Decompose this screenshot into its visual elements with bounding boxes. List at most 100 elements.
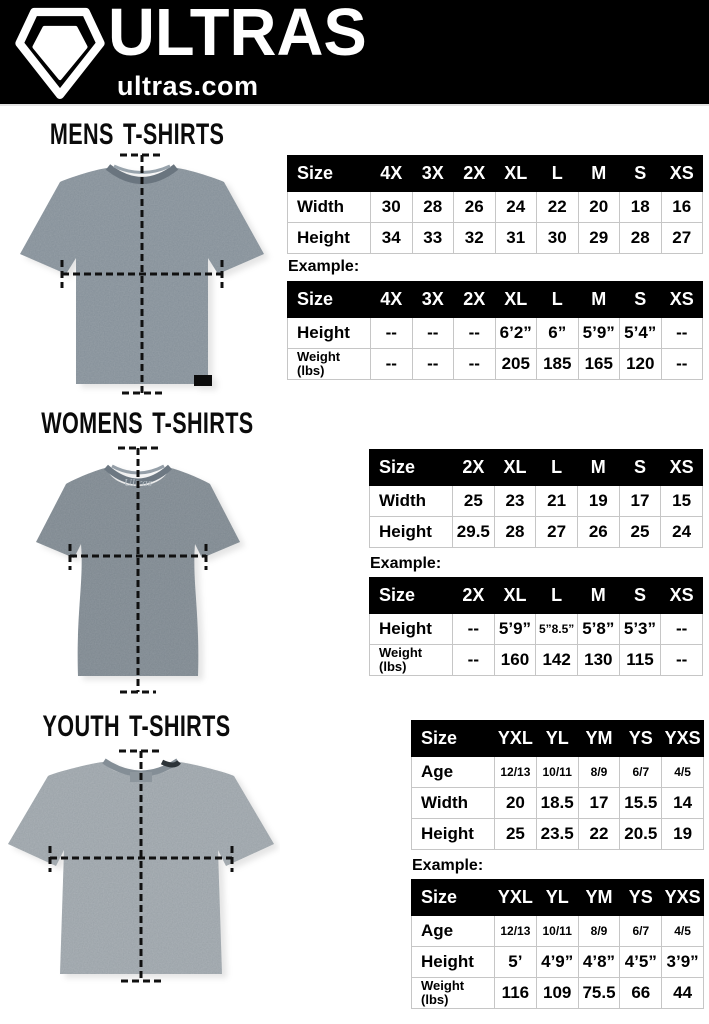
value-cell: -- xyxy=(411,317,454,349)
value-cell: 23 xyxy=(493,485,537,517)
womens-size-table: Size 2X XL L M S XS Width 25 23 21 19 17 15 Height 29.5… xyxy=(369,449,703,548)
table-row: Height 34 33 32 31 30 29 28 27 xyxy=(287,222,703,254)
youth-size-table: Size YXL YL YM YS YXS Age 12/13 10/11 8/9 6/7 4/5 Wi… xyxy=(411,720,704,850)
size-column-header: 2X xyxy=(453,281,496,318)
value-cell: -- xyxy=(660,644,703,676)
value-cell: 185 xyxy=(536,348,579,380)
value-cell: 26 xyxy=(576,516,620,548)
value-cell: 20 xyxy=(494,787,537,819)
page-header: ULTRAS ultras.com xyxy=(0,0,709,106)
table-row: Age 12/13 10/11 8/9 6/7 4/5 xyxy=(411,915,704,947)
value-cell: 8/9 xyxy=(577,915,621,947)
value-cell: 12/13 xyxy=(494,915,537,947)
table-row: Height 25 23.5 22 20.5 19 xyxy=(411,818,704,850)
value-cell: 22 xyxy=(536,191,579,223)
value-cell: 21 xyxy=(535,485,578,517)
size-column-header: YXL xyxy=(494,879,537,916)
value-cell: -- xyxy=(452,613,495,645)
size-column-header: XL xyxy=(493,577,537,614)
row-label: Width xyxy=(369,485,453,517)
value-cell: 5’3” xyxy=(618,613,662,645)
value-cell: -- xyxy=(660,348,703,380)
value-cell: 5’8” xyxy=(576,613,620,645)
value-cell: 75.5 xyxy=(577,977,621,1009)
value-cell: -- xyxy=(411,348,454,380)
value-cell: 31 xyxy=(494,222,537,254)
size-column-header: S xyxy=(618,449,662,486)
youth-example-table: Size YXL YL YM YS YXS Age 12/13 10/11 8/9 6/7 4/5 He… xyxy=(411,879,704,1009)
value-cell: 34 xyxy=(370,222,413,254)
row-label: Height xyxy=(411,946,495,978)
value-cell: 165 xyxy=(577,348,620,380)
value-cell: 8/9 xyxy=(577,756,621,788)
size-column-header: L xyxy=(536,155,579,192)
value-cell: 29 xyxy=(577,222,620,254)
womens-tshirt-image: Ultras xyxy=(36,446,240,694)
size-column-header: XS xyxy=(660,577,703,614)
size-column-header: S xyxy=(619,155,662,192)
value-cell: 116 xyxy=(494,977,537,1009)
value-cell: 26 xyxy=(453,191,496,223)
value-cell: 5’9” xyxy=(493,613,537,645)
size-column-header: L xyxy=(535,449,578,486)
value-cell: 19 xyxy=(576,485,620,517)
table-row: Weight (lbs) -- 160 142 130 115 -- xyxy=(369,644,703,676)
size-label-header: Size xyxy=(369,577,453,614)
value-cell: 142 xyxy=(535,644,578,676)
value-cell: 4/5 xyxy=(661,915,704,947)
value-cell: 5”8.5” xyxy=(535,613,578,645)
size-label-header: Size xyxy=(287,281,371,318)
value-cell: 23.5 xyxy=(535,818,579,850)
value-cell: 5’4” xyxy=(619,317,662,349)
row-label: Weight (lbs) xyxy=(287,348,371,380)
mens-measurement-lines xyxy=(60,153,224,395)
size-column-header: YL xyxy=(535,879,579,916)
size-column-header: S xyxy=(618,577,662,614)
value-cell: 33 xyxy=(411,222,454,254)
value-cell: 19 xyxy=(661,818,704,850)
table-row: Age 12/13 10/11 8/9 6/7 4/5 xyxy=(411,756,704,788)
youth-example-table-container: Size YXL YL YM YS YXS Age 12/13 10/11 8/9 6/7 4/5 He… xyxy=(411,879,704,1009)
value-cell: -- xyxy=(452,644,495,676)
size-column-header: XS xyxy=(660,155,703,192)
value-cell: -- xyxy=(453,348,496,380)
size-column-header: YXS xyxy=(661,720,704,757)
size-column-header: 2X xyxy=(452,577,495,614)
youth-tshirt-image xyxy=(8,749,274,983)
value-cell: 6” xyxy=(536,317,579,349)
table-header-row: Size YXL YL YM YS YXS xyxy=(411,879,704,916)
value-cell: 16 xyxy=(660,191,703,223)
value-cell: -- xyxy=(370,317,413,349)
table-row: Weight (lbs) 116 109 75.5 66 44 xyxy=(411,977,704,1009)
size-column-header: L xyxy=(535,577,578,614)
row-label: Width xyxy=(411,787,495,819)
youth-measurement-lines xyxy=(48,749,234,983)
value-cell: -- xyxy=(453,317,496,349)
size-column-header: XS xyxy=(660,281,703,318)
size-label-header: Size xyxy=(287,155,371,192)
value-cell: 25 xyxy=(452,485,495,517)
value-cell: 28 xyxy=(493,516,537,548)
section-title-mens: MENS T-SHIRTS xyxy=(0,120,274,150)
value-cell: -- xyxy=(370,348,413,380)
table-row: Height -- -- -- 6’2” 6” 5’9” 5’4” -- xyxy=(287,317,703,349)
mens-size-table: Size 4X 3X 2X XL L M S XS Width 30 28 26 24 22 20 18 16 He… xyxy=(287,155,703,254)
value-cell: 66 xyxy=(619,977,663,1009)
value-cell: 15 xyxy=(660,485,703,517)
size-column-header: 4X xyxy=(370,281,413,318)
size-column-header: XL xyxy=(494,155,537,192)
value-cell: -- xyxy=(660,317,703,349)
size-column-header: YM xyxy=(577,720,621,757)
value-cell: 109 xyxy=(535,977,579,1009)
size-column-header: YS xyxy=(619,720,663,757)
value-cell: 5’ xyxy=(494,946,537,978)
row-label: Weight (lbs) xyxy=(369,644,453,676)
size-column-header: M xyxy=(576,449,620,486)
example-label-mens: Example: xyxy=(288,258,360,275)
value-cell: 17 xyxy=(618,485,662,517)
value-cell: 24 xyxy=(494,191,537,223)
size-column-header: XL xyxy=(494,281,537,318)
size-column-header: 3X xyxy=(411,155,454,192)
value-cell: 15.5 xyxy=(619,787,663,819)
